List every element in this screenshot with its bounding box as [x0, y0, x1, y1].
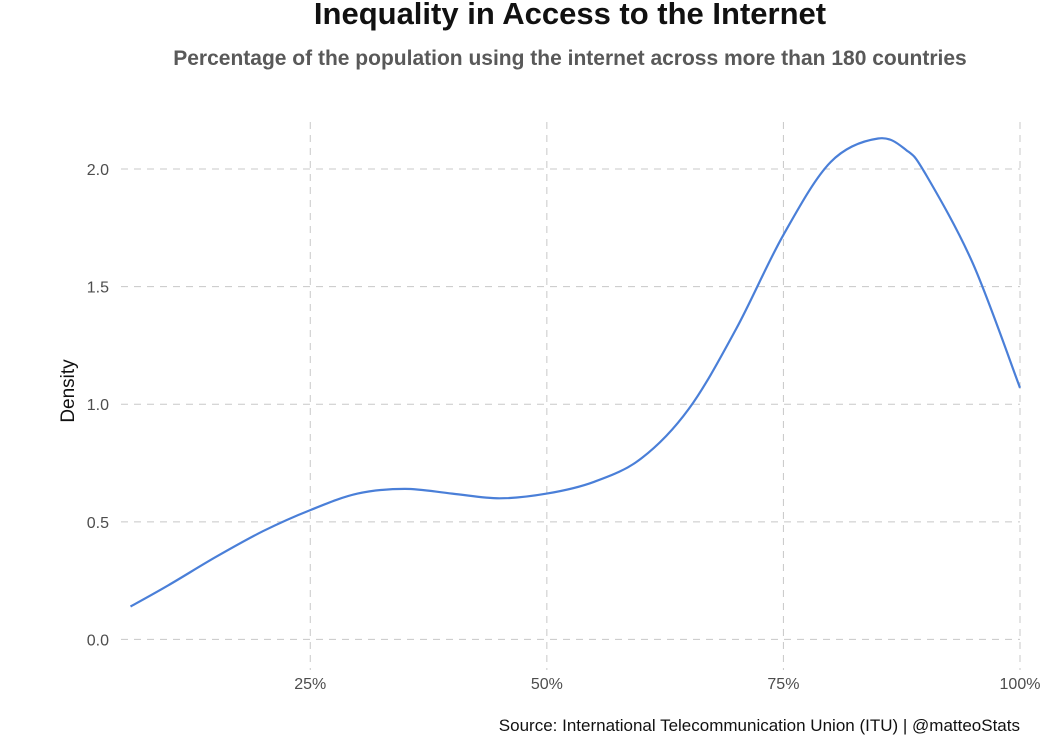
x-tick-label: 75% [767, 676, 799, 693]
chart-subtitle: Percentage of the population using the i… [173, 47, 967, 70]
x-tick-label: 100% [1000, 676, 1041, 693]
y-axis-label: Density [58, 359, 79, 423]
x-axis-ticks: 25% 50% 75% 100% [294, 676, 1040, 693]
series-layer [129, 137, 1022, 608]
density-line [129, 137, 1022, 608]
grid [121, 122, 1021, 670]
chart-title: Inequality in Access to the Internet [313, 0, 827, 31]
y-tick-label: 1.0 [87, 397, 109, 414]
y-tick-label: 0.0 [87, 632, 109, 649]
y-tick-label: 0.5 [87, 515, 109, 532]
chart-caption: Source: International Telecommunication … [498, 716, 1020, 735]
x-tick-label: 25% [294, 676, 326, 693]
y-axis-ticks: 0.0 0.5 1.0 1.5 2.0 [87, 162, 109, 649]
x-tick-label: 50% [531, 676, 563, 693]
y-tick-label: 2.0 [87, 162, 109, 179]
y-tick-label: 1.5 [87, 280, 109, 297]
